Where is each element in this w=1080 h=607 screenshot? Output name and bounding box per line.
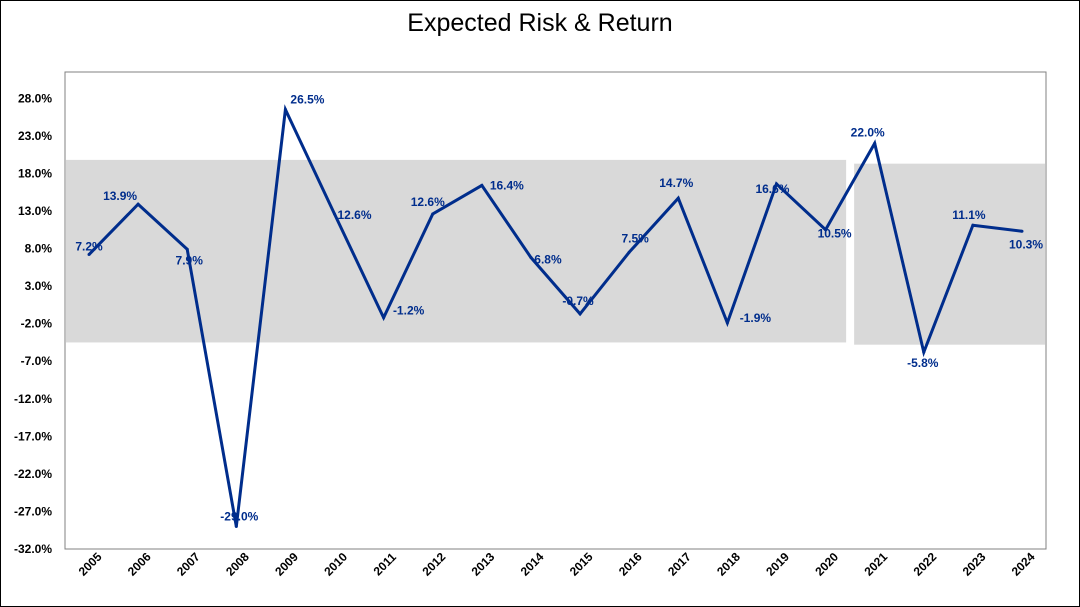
plot-area-border bbox=[64, 71, 1047, 550]
data-label: -1.9% bbox=[740, 311, 772, 325]
x-tick-label: 2022 bbox=[911, 550, 940, 579]
data-label: 26.5% bbox=[290, 93, 324, 107]
x-tick-label: 2011 bbox=[371, 550, 400, 579]
y-tick-label: 23.0% bbox=[18, 129, 52, 143]
data-point bbox=[873, 141, 877, 145]
data-label: 12.6% bbox=[338, 208, 372, 222]
x-tick-label: 2017 bbox=[665, 550, 694, 579]
series-line bbox=[87, 104, 1023, 527]
data-label: -0.7% bbox=[562, 294, 594, 308]
data-point bbox=[578, 312, 582, 316]
y-tick-label: -2.0% bbox=[21, 317, 53, 331]
data-point bbox=[971, 223, 975, 227]
data-point bbox=[431, 212, 435, 216]
data-label: 10.3% bbox=[1009, 237, 1043, 251]
data-label: 7.9% bbox=[176, 253, 204, 267]
data-point bbox=[529, 256, 533, 260]
data-point bbox=[922, 350, 926, 354]
x-tick-label: 2007 bbox=[174, 550, 203, 579]
data-label: 13.9% bbox=[103, 189, 137, 203]
data-label: 16.6% bbox=[755, 182, 789, 196]
data-label: 10.5% bbox=[818, 227, 852, 241]
y-tick-label: -27.0% bbox=[14, 504, 52, 518]
data-point bbox=[725, 321, 729, 325]
data-label: 16.4% bbox=[490, 178, 524, 192]
x-tick-label: 2012 bbox=[420, 550, 449, 579]
data-label: -1.2% bbox=[393, 304, 425, 318]
x-tick-label: 2019 bbox=[763, 550, 792, 579]
data-label: 22.0% bbox=[851, 125, 885, 139]
data-point bbox=[136, 202, 140, 206]
y-tick-label: -22.0% bbox=[14, 467, 52, 481]
data-label: 6.8% bbox=[534, 253, 562, 267]
y-tick-label: 28.0% bbox=[18, 91, 52, 105]
data-point bbox=[382, 316, 386, 320]
data-point bbox=[676, 196, 680, 200]
x-tick-label: 2010 bbox=[321, 550, 350, 579]
x-tick-label: 2013 bbox=[469, 550, 498, 579]
y-tick-label: 8.0% bbox=[25, 242, 53, 256]
y-tick-label: 3.0% bbox=[25, 279, 53, 293]
y-tick-label: 13.0% bbox=[18, 204, 52, 218]
x-tick-label: 2023 bbox=[960, 550, 989, 579]
data-point bbox=[824, 228, 828, 232]
chart-title: Expected Risk & Return bbox=[407, 9, 673, 37]
risk-band bbox=[66, 159, 847, 343]
y-tick-label: -12.0% bbox=[14, 392, 52, 406]
data-label: 7.5% bbox=[621, 231, 649, 245]
x-tick-label: 2020 bbox=[812, 550, 841, 579]
data-label: 14.7% bbox=[659, 176, 693, 190]
data-point bbox=[480, 183, 484, 187]
x-tick-label: 2006 bbox=[125, 550, 154, 579]
data-label: 7.2% bbox=[75, 240, 103, 254]
x-tick-label: 2024 bbox=[1009, 550, 1038, 579]
x-tick-label: 2021 bbox=[861, 550, 890, 579]
data-point bbox=[283, 108, 287, 112]
y-tick-label: -17.0% bbox=[14, 429, 52, 443]
x-tick-label: 2015 bbox=[567, 550, 596, 579]
data-point bbox=[333, 212, 337, 216]
data-point bbox=[87, 253, 91, 257]
x-tick-label: 2016 bbox=[616, 550, 645, 579]
x-tick-label: 2005 bbox=[76, 550, 105, 579]
risk-band bbox=[854, 163, 1045, 345]
data-label: -5.8% bbox=[907, 356, 939, 370]
data-label: 11.1% bbox=[952, 208, 986, 222]
x-tick-label: 2009 bbox=[272, 550, 301, 579]
data-point bbox=[1020, 229, 1024, 233]
x-tick-label: 2018 bbox=[714, 550, 743, 579]
data-label: -29.0% bbox=[220, 509, 258, 523]
x-tick-label: 2008 bbox=[223, 550, 252, 579]
data-point bbox=[234, 524, 238, 528]
x-tick-label: 2014 bbox=[518, 550, 547, 579]
data-point bbox=[185, 247, 189, 251]
data-point bbox=[774, 182, 778, 186]
y-tick-label: -32.0% bbox=[14, 542, 52, 556]
data-label: 12.6% bbox=[411, 195, 445, 209]
y-tick-label: -7.0% bbox=[21, 354, 53, 368]
data-point bbox=[627, 250, 631, 254]
y-tick-label: 18.0% bbox=[18, 166, 52, 180]
